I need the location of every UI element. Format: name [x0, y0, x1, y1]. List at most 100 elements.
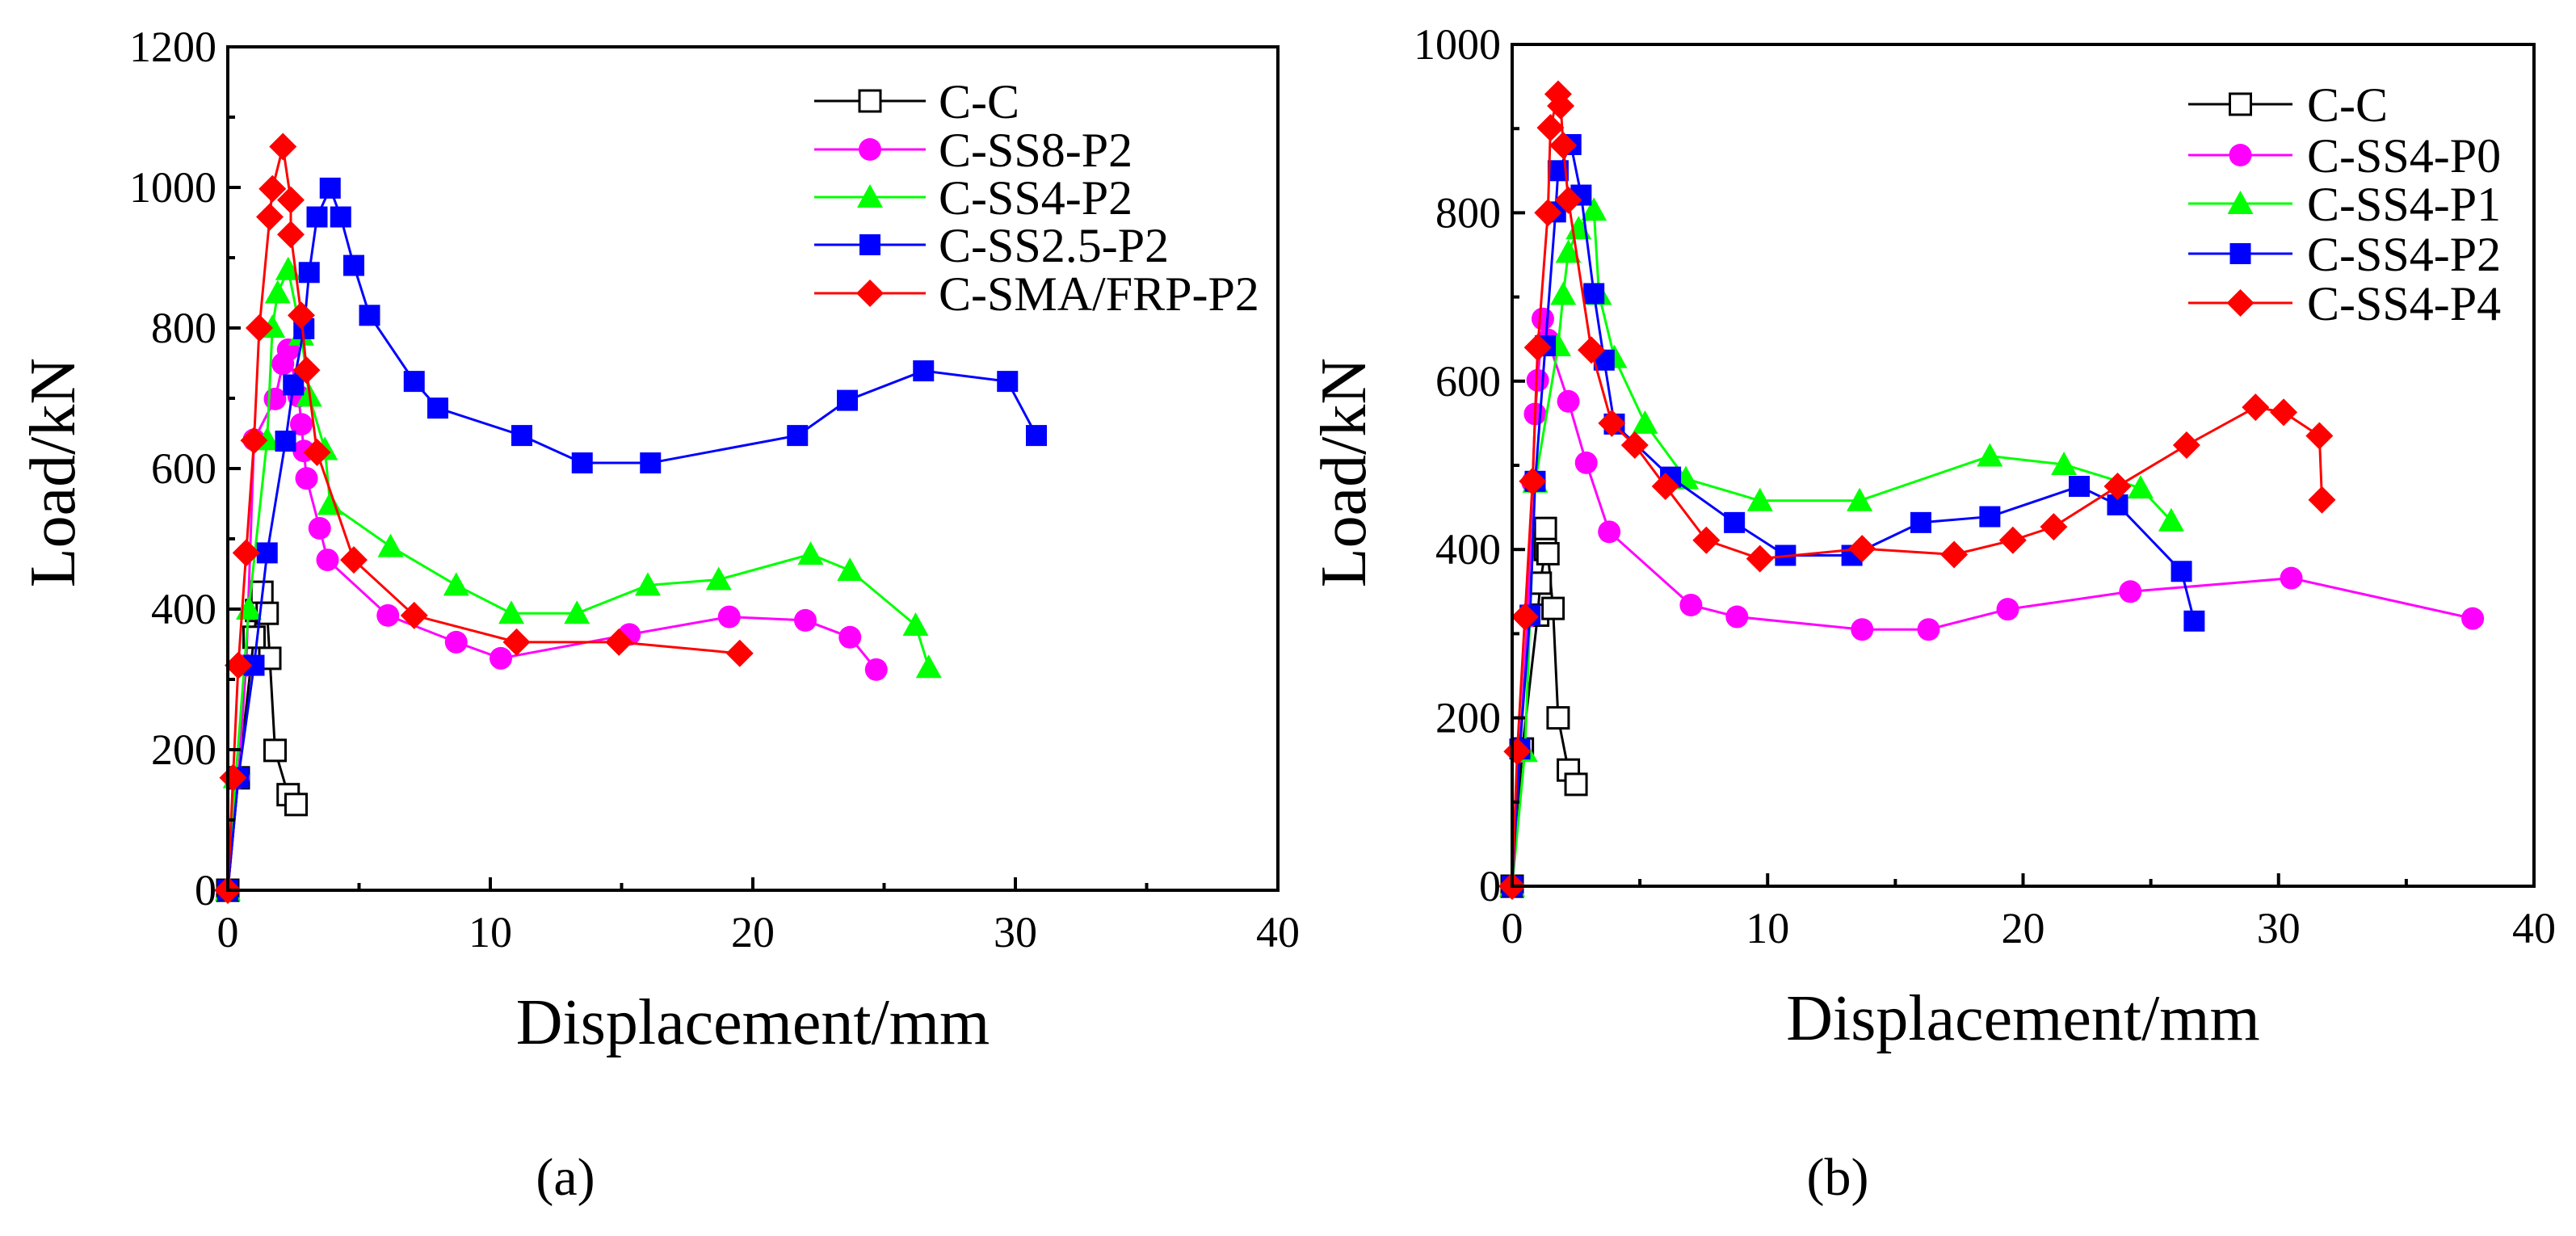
data-point: [443, 572, 469, 596]
chart-panel-a: 0 10 20 30 40020040060080010001200Displaceme…: [18, 23, 1300, 1058]
data-point: [284, 792, 308, 817]
chart-panel-b: 0 10 20 30 4002004006008001000Displacement/m…: [1309, 20, 2556, 1054]
series-line: [226, 146, 740, 891]
data-point: [340, 546, 368, 574]
data-point: [298, 262, 320, 284]
data-point: [275, 256, 301, 280]
x-tick-label: 0: [217, 908, 239, 956]
data-point: [1519, 467, 1547, 495]
y-tick-label: 400: [151, 585, 216, 633]
legend-label: C-SS4-P2: [939, 171, 1133, 225]
data-point: [2051, 451, 2078, 475]
data-point: [295, 467, 318, 490]
series-c-ss4-p2: [215, 256, 942, 901]
y-tick-label: 0: [1479, 862, 1501, 910]
data-point: [232, 539, 260, 567]
x-tick-label: 0: [1502, 904, 1523, 952]
legend-marker: [859, 138, 881, 161]
data-point: [787, 425, 809, 447]
x-tick-label: 10: [469, 908, 512, 956]
data-point: [256, 542, 278, 564]
data-point: [330, 206, 351, 228]
data-point: [288, 301, 315, 330]
data-point: [376, 603, 400, 627]
series-c-ss4-p0: [1501, 307, 2485, 898]
data-point: [1533, 516, 1557, 540]
x-tick-label: 40: [1256, 908, 1300, 956]
data-point: [2280, 566, 2303, 590]
data-point: [1651, 473, 1679, 501]
data-point: [292, 356, 321, 385]
y-tick-label: 1000: [1414, 20, 1501, 69]
series-line: [1511, 207, 2173, 887]
legend-item: C-SS4-P2: [814, 171, 1133, 225]
data-point: [1917, 618, 1940, 641]
series-line: [1511, 94, 2324, 887]
data-point: [1549, 132, 1578, 160]
data-point: [1724, 511, 1746, 533]
legend-item: C-SS2.5-P2: [814, 219, 1169, 272]
data-point: [864, 658, 888, 681]
legend-marker: [856, 280, 884, 307]
series-line: [1511, 318, 2473, 887]
y-axis-title: Load/kN: [18, 358, 89, 587]
data-point: [1555, 239, 1582, 263]
data-point: [1746, 544, 1774, 573]
legend-item: C-SS4-P2: [2188, 228, 2501, 281]
legend-item: C-SMA/FRP-P2: [814, 267, 1259, 321]
data-point: [258, 174, 287, 203]
data-point: [1564, 772, 1588, 797]
data-point: [1536, 541, 1560, 565]
data-point: [1910, 511, 1931, 533]
legend-marker: [859, 234, 880, 255]
legend-marker: [2226, 289, 2255, 317]
panel-label-a: (a): [536, 1148, 595, 1207]
data-point: [240, 427, 268, 455]
data-point: [400, 601, 428, 629]
data-point: [1848, 535, 1876, 563]
data-point: [2461, 607, 2485, 630]
legend-label: C-C: [939, 75, 1019, 128]
data-point: [246, 314, 273, 342]
data-point: [1534, 199, 1562, 227]
legend-marker: [858, 89, 882, 113]
data-point: [1550, 281, 1577, 305]
data-point: [1581, 197, 1607, 221]
data-point: [277, 221, 305, 249]
data-point: [1503, 738, 1532, 766]
x-tick-label: 30: [994, 908, 1037, 956]
data-point: [794, 608, 817, 632]
series-line: [226, 345, 877, 891]
x-axis-title: Displacement/mm: [516, 987, 990, 1058]
legend-label: C-SS8-P2: [939, 124, 1133, 177]
data-point: [838, 625, 862, 649]
panel-label-b: (b): [1806, 1148, 1869, 1207]
data-point: [2103, 473, 2132, 501]
data-point: [225, 651, 252, 679]
x-axis-title: Displacement/mm: [1786, 983, 2260, 1054]
legend-label: C-SS4-P0: [2307, 129, 2501, 183]
legend-label: C-SS2.5-P2: [939, 219, 1169, 272]
data-point: [2242, 393, 2270, 422]
data-point: [2183, 610, 2205, 632]
data-point: [1725, 605, 1749, 629]
legend-item: C-SS4-P4: [2188, 277, 2501, 330]
data-point: [2069, 476, 2091, 498]
data-point: [837, 557, 864, 582]
data-point: [571, 452, 593, 474]
data-point: [490, 646, 512, 670]
data-point: [1940, 540, 1969, 569]
y-tick-label: 1000: [129, 163, 216, 212]
legend-marker: [857, 184, 883, 208]
legend-label: C-SS4-P4: [2307, 277, 2501, 330]
data-point: [2158, 507, 2184, 532]
data-point: [915, 654, 942, 679]
data-point: [1547, 92, 1575, 120]
series-line: [226, 265, 931, 891]
data-point: [1583, 283, 1605, 305]
data-point: [290, 413, 313, 436]
data-point: [2305, 422, 2334, 450]
data-point: [308, 516, 331, 540]
x-tick-label: 10: [1746, 904, 1789, 952]
